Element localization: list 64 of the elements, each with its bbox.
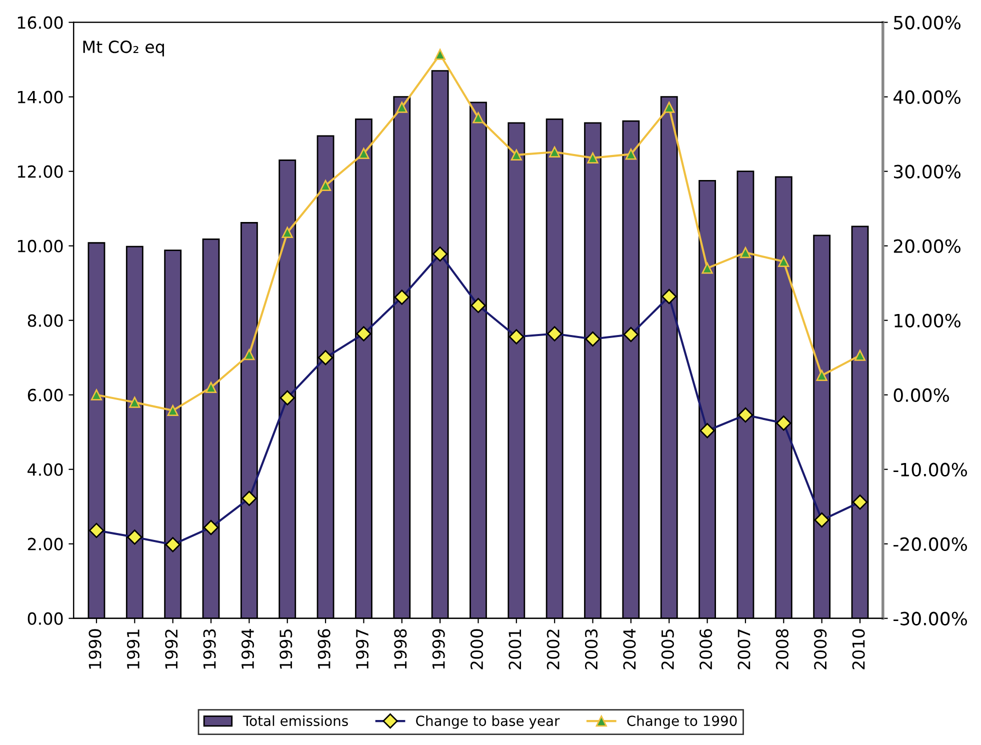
y2-tick-label: 40.00% bbox=[894, 90, 960, 104]
y2-tick-label: -20.00% bbox=[894, 537, 967, 551]
point bbox=[472, 112, 484, 124]
x-tick-label: 2009 bbox=[814, 629, 827, 670]
point bbox=[702, 262, 713, 274]
legend-label: Change to 1990 bbox=[627, 715, 737, 729]
point bbox=[320, 180, 332, 192]
y-tick-label: 16.00 bbox=[18, 16, 63, 29]
point bbox=[854, 350, 866, 361]
y-tick-label: 8.00 bbox=[28, 314, 63, 327]
point bbox=[244, 349, 255, 360]
y-tick-label: 12.00 bbox=[18, 165, 63, 178]
y-tick-label: 4.00 bbox=[28, 463, 63, 476]
x-tick-label: 2003 bbox=[584, 629, 598, 670]
point bbox=[664, 102, 675, 113]
y-tick-label: 2.00 bbox=[28, 538, 63, 550]
x-tick-label: 2005 bbox=[661, 630, 674, 670]
x-tick-label: 1994 bbox=[241, 629, 254, 669]
y2-tick-label: -10.00% bbox=[894, 462, 967, 476]
y-tick-label: 6.00 bbox=[28, 388, 63, 402]
x-tick-label: 1995 bbox=[280, 630, 292, 669]
point bbox=[167, 404, 178, 416]
point bbox=[510, 149, 522, 161]
point bbox=[282, 226, 293, 238]
legend-label: Change to base year bbox=[416, 715, 560, 729]
y2-tick-label: 0.00% bbox=[894, 388, 949, 402]
x-tick-label: 2006 bbox=[700, 629, 712, 670]
x-tick-label: 2000 bbox=[470, 629, 484, 670]
y2-tick-label: 20.00% bbox=[894, 239, 960, 253]
point bbox=[434, 48, 446, 60]
y2-tick-label: 10.00% bbox=[894, 314, 960, 328]
x-tick-label: 1999 bbox=[432, 629, 445, 669]
point bbox=[587, 152, 598, 164]
x-tick-label: 1990 bbox=[88, 629, 102, 669]
point bbox=[549, 146, 560, 158]
x-tick-label: 1992 bbox=[165, 630, 178, 669]
point bbox=[358, 148, 370, 160]
x-tick-label: 1998 bbox=[394, 629, 407, 669]
x-tick-label: 1996 bbox=[318, 629, 330, 669]
x-tick-label: 2010 bbox=[852, 629, 865, 670]
y-tick-label: 14.00 bbox=[18, 90, 63, 104]
point bbox=[816, 370, 828, 382]
y-axis-title: Mt CO₂ eq bbox=[83, 40, 164, 56]
x-tick-label: 2004 bbox=[623, 629, 636, 670]
y2-tick-label: -30.00% bbox=[894, 612, 967, 626]
x-tick-label: 2007 bbox=[738, 630, 750, 670]
point bbox=[625, 148, 636, 160]
x-tick-label: 2002 bbox=[546, 630, 560, 670]
point bbox=[740, 247, 752, 258]
x-tick-label: 1991 bbox=[126, 630, 140, 669]
point bbox=[778, 256, 790, 268]
x-tick-label: 1997 bbox=[356, 630, 369, 669]
x-tick-label: 1993 bbox=[203, 629, 216, 669]
point bbox=[129, 396, 140, 408]
x-tick-label: 2008 bbox=[776, 629, 788, 670]
y2-tick-label: 50.00% bbox=[894, 16, 960, 30]
y2-tick-label: 30.00% bbox=[894, 164, 960, 178]
point bbox=[396, 102, 408, 113]
x-tick-label: 2001 bbox=[508, 630, 522, 670]
y-tick-label: 10.00 bbox=[18, 240, 63, 252]
point bbox=[90, 389, 102, 400]
legend-label: Total emissions bbox=[242, 715, 348, 726]
y-tick-label: 0.00 bbox=[28, 612, 63, 625]
point bbox=[205, 382, 217, 393]
